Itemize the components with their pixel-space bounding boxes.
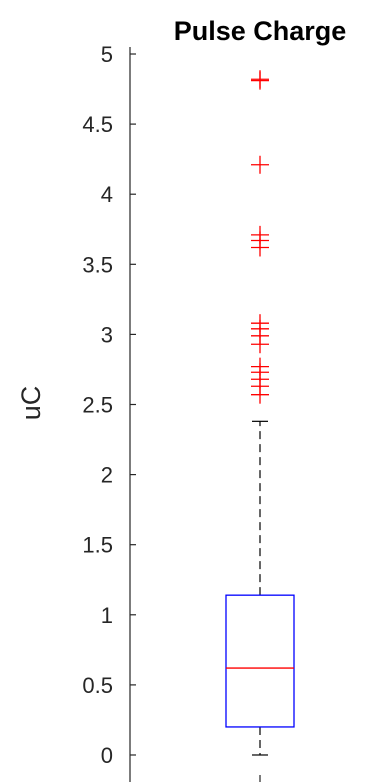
y-tick-label: 5	[101, 42, 113, 67]
y-tick-label: 3.5	[82, 252, 113, 277]
y-axis: 0 0.5 1 1.5 2 2.5 3 3.5 4 4.5 5	[82, 42, 261, 782]
y-tick-label: 4	[101, 182, 113, 207]
chart-title: Pulse Charge	[174, 16, 347, 46]
y-tick-label: 2.5	[82, 393, 113, 418]
y-axis-label: uC	[16, 386, 46, 421]
y-tick-label: 4.5	[82, 112, 113, 137]
y-tick-label: 0	[101, 743, 113, 768]
outlier-marker	[251, 357, 269, 376]
box-iqr	[225, 594, 295, 728]
outlier-marker	[251, 225, 269, 244]
outlier-marker	[251, 155, 269, 174]
y-tick-label: 1	[101, 603, 113, 628]
y-tick-label: 0.5	[82, 673, 113, 698]
y-tick-label: 1.5	[82, 533, 113, 558]
outlier-marker	[251, 70, 269, 89]
y-tick-label: 2	[101, 463, 113, 488]
plot-area	[225, 70, 295, 756]
y-tick-label: 3	[101, 322, 113, 347]
outlier-marker	[251, 314, 269, 333]
